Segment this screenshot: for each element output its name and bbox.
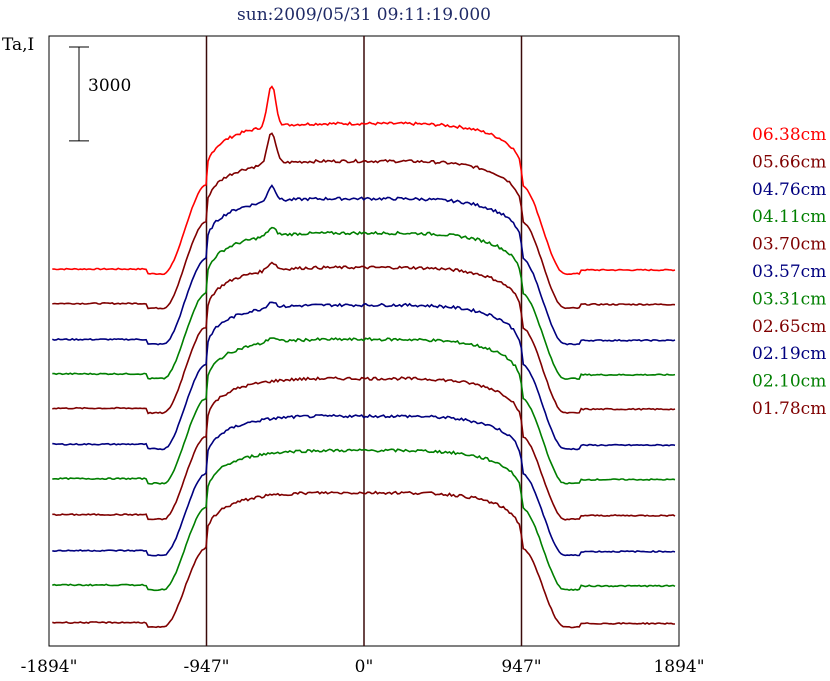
series-line-02.19cm bbox=[52, 413, 676, 557]
series-line-06.38cm bbox=[52, 85, 676, 276]
legend-entry-06.38cm: 06.38cm bbox=[752, 125, 826, 145]
x-tick-label: -1894" bbox=[21, 657, 78, 677]
series-line-04.76cm bbox=[52, 184, 676, 346]
legend-entry-02.65cm: 02.65cm bbox=[752, 317, 826, 337]
series-line-03.31cm bbox=[52, 337, 676, 485]
series-line-03.70cm bbox=[52, 261, 676, 415]
x-tick-label: -947" bbox=[183, 657, 229, 677]
series-line-04.11cm bbox=[52, 226, 676, 380]
x-tick-label: 1894" bbox=[653, 657, 704, 677]
series-line-05.66cm bbox=[52, 132, 676, 310]
x-tick-label: 0" bbox=[355, 657, 374, 677]
series-line-03.57cm bbox=[52, 301, 676, 451]
x-tick-label: 947" bbox=[501, 657, 541, 677]
legend-entry-03.31cm: 03.31cm bbox=[752, 289, 826, 309]
series-line-02.10cm bbox=[52, 448, 676, 592]
legend-entry-04.11cm: 04.11cm bbox=[752, 207, 826, 227]
legend-entry-02.10cm: 02.10cm bbox=[752, 372, 826, 392]
series-line-02.65cm bbox=[52, 376, 676, 521]
chart-title: sun:2009/05/31 09:11:19.000 bbox=[237, 5, 491, 25]
y-axis-label: Ta,I bbox=[2, 35, 34, 55]
legend-entry-04.76cm: 04.76cm bbox=[752, 180, 826, 200]
series-line-01.78cm bbox=[52, 490, 676, 629]
legend-entry-03.57cm: 03.57cm bbox=[752, 262, 826, 282]
legend-entry-02.19cm: 02.19cm bbox=[752, 344, 826, 364]
legend-entry-05.66cm: 05.66cm bbox=[752, 152, 826, 172]
legend-entry-01.78cm: 01.78cm bbox=[752, 399, 826, 419]
legend-entry-03.70cm: 03.70cm bbox=[752, 235, 826, 255]
scale-bar-label: 3000 bbox=[88, 76, 131, 96]
